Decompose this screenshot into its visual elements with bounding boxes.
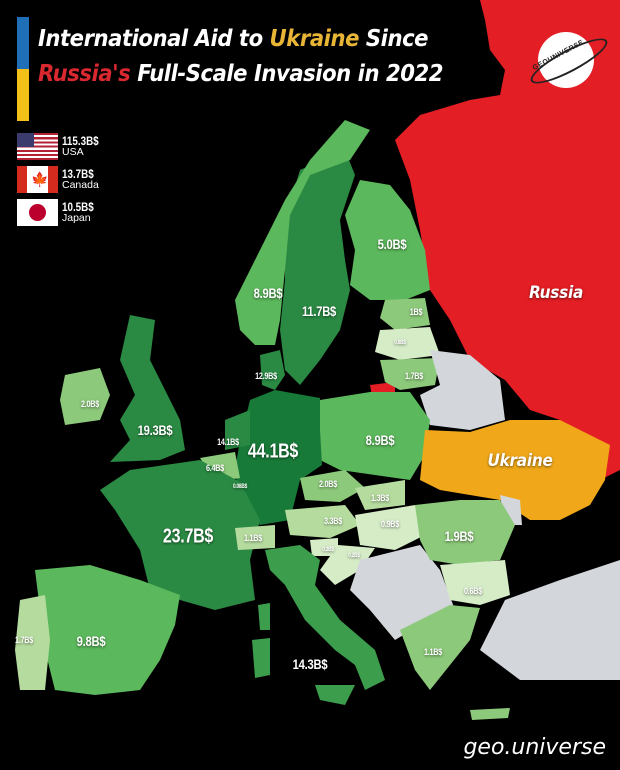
region-slovakia bbox=[355, 480, 405, 510]
region-croatia bbox=[320, 545, 375, 585]
region-uk bbox=[110, 315, 185, 462]
value-czechia: 2.0B$ bbox=[318, 479, 338, 489]
value-greece: 1.1B$ bbox=[423, 647, 443, 657]
value-austria: 3.3B$ bbox=[323, 516, 343, 526]
value-portugal: 1.7B$ bbox=[14, 635, 34, 645]
value-slovenia: 0.3B$ bbox=[322, 547, 334, 553]
value-spain: 9.8B$ bbox=[76, 633, 106, 649]
region-norway bbox=[235, 120, 370, 345]
value-slovakia: 1.3B$ bbox=[370, 493, 390, 503]
region-corsica bbox=[258, 603, 270, 630]
value-bulgaria: 0.6B$ bbox=[463, 586, 483, 596]
region-sardinia bbox=[252, 638, 270, 678]
value-hungary: 0.9B$ bbox=[380, 519, 400, 529]
value-finland: 5.0B$ bbox=[377, 236, 407, 252]
region-belarus bbox=[420, 350, 505, 430]
value-france: 23.7B$ bbox=[162, 525, 214, 548]
value-latvia: 0.8B$ bbox=[394, 340, 406, 346]
value-switzerland: 1.1B$ bbox=[243, 533, 263, 543]
region-hungary bbox=[355, 505, 425, 550]
region-russia bbox=[395, 0, 620, 480]
region-ukraine bbox=[420, 420, 610, 520]
value-romania: 1.9B$ bbox=[444, 528, 474, 544]
value-sweden: 11.7B$ bbox=[301, 303, 337, 319]
region-czechia bbox=[300, 470, 365, 502]
region-denmark bbox=[260, 350, 285, 390]
region-slovenia bbox=[310, 538, 338, 556]
region-finland bbox=[345, 180, 430, 300]
region-germany bbox=[235, 390, 322, 525]
canada-flag-icon: 🍁 bbox=[17, 166, 58, 193]
page-title: International Aid to Ukraine Since Russi… bbox=[38, 26, 444, 87]
ukraine-flag-bar bbox=[17, 17, 29, 121]
value-ireland: 2.0B$ bbox=[80, 399, 100, 409]
us-flag-icon bbox=[17, 133, 58, 160]
value-luxembourg: 0.08B$ bbox=[232, 484, 248, 490]
legend-item-canada: 🍁 13.7B$ Canada bbox=[17, 163, 107, 196]
region-belgium bbox=[200, 452, 240, 482]
region-sweden bbox=[280, 150, 355, 385]
label-ukraine: Ukraine bbox=[487, 451, 553, 471]
geouniverse-logo-icon bbox=[538, 32, 594, 88]
legend-item-usa: 115.3B$ USA bbox=[17, 130, 107, 163]
region-austria bbox=[285, 505, 360, 538]
value-denmark: 12.9B$ bbox=[255, 371, 277, 381]
value-poland: 8.9B$ bbox=[365, 432, 395, 448]
label-russia: Russia bbox=[529, 283, 583, 303]
region-latvia bbox=[375, 327, 440, 360]
region-spain bbox=[35, 565, 180, 695]
japan-flag-icon bbox=[17, 199, 58, 226]
value-belgium: 6.4B$ bbox=[205, 463, 225, 473]
value-netherlands: 14.1B$ bbox=[217, 437, 239, 447]
region-bulgaria bbox=[440, 560, 510, 605]
region-estonia bbox=[380, 298, 430, 330]
region-lithuania bbox=[380, 358, 440, 390]
region-romania bbox=[415, 500, 515, 565]
title-ukraine-highlight: Ukraine bbox=[269, 26, 360, 52]
region-turkey bbox=[480, 560, 620, 680]
legend-item-japan: 10.5B$ Japan bbox=[17, 196, 107, 229]
region-crete bbox=[470, 708, 510, 720]
title-russia-highlight: Russia's bbox=[38, 61, 131, 87]
value-uk: 19.3B$ bbox=[137, 422, 173, 438]
region-greece bbox=[400, 605, 480, 690]
legend: 115.3B$ USA 🍁 13.7B$ Canada 10.5B$ Japan bbox=[17, 130, 107, 229]
region-switzerland bbox=[235, 525, 275, 550]
region-netherlands bbox=[225, 410, 250, 450]
footer-credit: geo.universe bbox=[463, 735, 606, 760]
region-portugal bbox=[15, 595, 50, 690]
value-estonia: 1B$ bbox=[409, 307, 423, 317]
value-norway: 8.9B$ bbox=[253, 285, 283, 301]
value-italy: 14.3B$ bbox=[292, 656, 328, 672]
region-italy bbox=[265, 545, 385, 690]
region-ireland bbox=[60, 368, 110, 425]
region-poland bbox=[318, 392, 430, 480]
region-sicily bbox=[315, 685, 355, 705]
value-lithuania: 1.7B$ bbox=[404, 371, 424, 381]
region-france bbox=[100, 460, 260, 610]
value-croatia: 0.2B$ bbox=[348, 553, 360, 559]
value-germany: 44.1B$ bbox=[247, 440, 299, 463]
